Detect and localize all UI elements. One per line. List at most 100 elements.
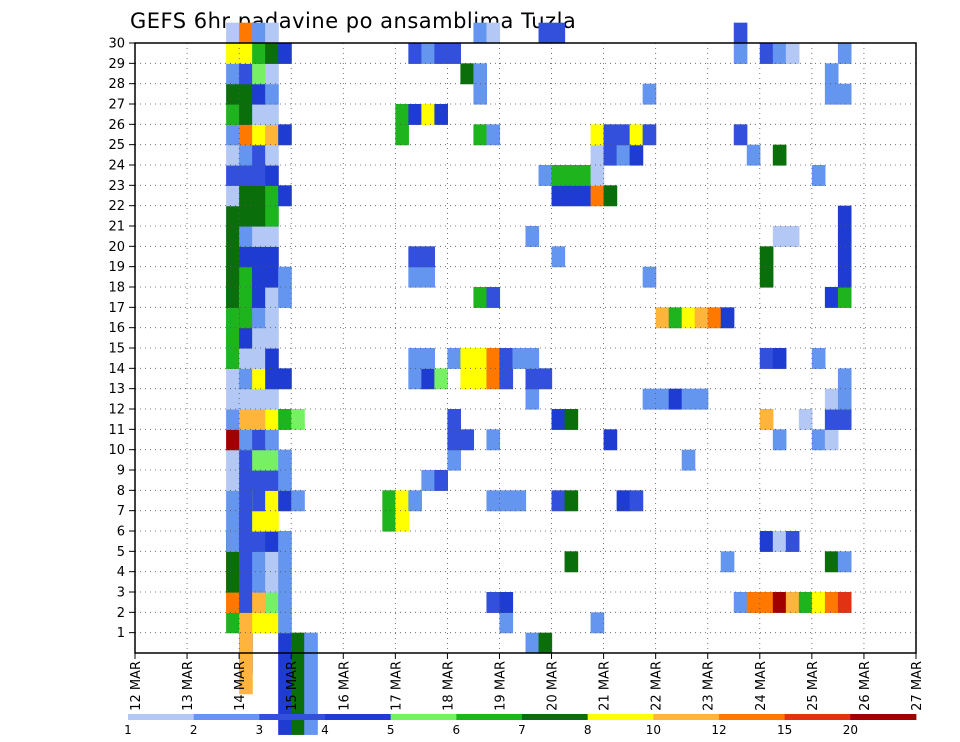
x-axis-ticks: 12 MAR 13 MAR 14 MAR 15 MAR 16 MAR 17 MAR 18 M…	[129, 653, 925, 711]
heatmap-cell	[486, 592, 501, 613]
heatmap-cell	[252, 409, 266, 430]
heatmap-cell	[252, 429, 266, 451]
heatmap-cell	[733, 592, 748, 613]
heatmap-cell	[447, 449, 462, 471]
heatmap-cell	[239, 429, 253, 451]
y-tick-label: 19	[108, 260, 125, 275]
heatmap-cell	[252, 124, 266, 146]
heatmap-cell	[421, 104, 435, 125]
colorbar-label: 2	[190, 723, 198, 737]
heatmap-cell	[824, 388, 839, 410]
heatmap-cell	[239, 124, 253, 146]
heatmap-cell	[525, 348, 540, 369]
heatmap-cell	[252, 327, 266, 349]
y-tick-label: 20	[108, 240, 125, 255]
heatmap-cell	[278, 632, 292, 735]
y-tick-label: 30	[108, 37, 125, 52]
heatmap-cell	[239, 83, 253, 105]
heatmap-cell	[837, 592, 852, 613]
colorbar-label: 7	[518, 723, 526, 737]
heatmap-cell	[252, 63, 266, 85]
x-tick-label: 18 MAR	[441, 661, 456, 711]
heatmap-cell	[252, 43, 266, 64]
heatmap-cell	[720, 307, 735, 329]
heatmap-cell	[785, 531, 800, 552]
colorbar-swatch	[193, 714, 260, 720]
heatmap-cell	[473, 83, 488, 105]
y-tick-label: 5	[117, 545, 125, 560]
x-tick-label: 22 MAR	[650, 661, 665, 711]
heatmap-cell	[265, 449, 279, 471]
heatmap-cell	[265, 266, 279, 288]
heatmap-cell	[226, 63, 240, 85]
colorbar-label: 12	[711, 723, 726, 737]
heatmap-cell	[278, 185, 292, 207]
heatmap-cell	[486, 124, 501, 146]
colorbar-swatch	[259, 714, 326, 720]
heatmap-cell	[525, 226, 540, 247]
heatmap-cell	[486, 22, 501, 44]
y-tick-label: 28	[108, 77, 125, 92]
heatmap-cell	[278, 470, 292, 491]
heatmap-cell	[551, 490, 566, 512]
heatmap-cell	[291, 490, 305, 512]
heatmap-cell	[265, 226, 279, 247]
y-tick-label: 8	[117, 484, 125, 499]
heatmap-cell	[642, 124, 657, 146]
heatmap-cell	[447, 409, 462, 430]
colorbar-swatch	[128, 714, 195, 720]
heatmap-cell	[226, 449, 240, 471]
x-tick-label: 24 MAR	[754, 661, 769, 711]
y-tick-label: 7	[117, 504, 125, 519]
heatmap-cell	[226, 205, 240, 308]
heatmap-cell	[538, 368, 553, 390]
heatmap-cell	[226, 165, 240, 186]
heatmap-cell	[226, 429, 240, 451]
heatmap-cell	[499, 612, 514, 634]
heatmap-cell	[772, 348, 787, 369]
heatmap-cell	[278, 43, 292, 64]
x-tick-label: 27 MAR	[910, 661, 925, 711]
heatmap-cell	[304, 632, 318, 735]
heatmap-cell	[824, 409, 839, 430]
colorbar-legend: 1 2 3 4 5 6 7 8 10 12 15 20	[124, 714, 917, 737]
heatmap-cell	[265, 592, 279, 613]
heatmap-cell	[486, 429, 501, 451]
heatmap-cell	[837, 409, 852, 430]
heatmap-cell	[226, 388, 240, 410]
y-tick-label: 16	[108, 321, 125, 336]
colorbar-swatch	[456, 714, 523, 720]
x-tick-label: 25 MAR	[806, 661, 821, 711]
heatmap-cell	[447, 348, 462, 369]
heatmap-cell	[733, 124, 748, 146]
heatmap-cell	[265, 327, 279, 349]
heatmap-cell	[252, 449, 266, 471]
y-tick-label: 3	[117, 586, 125, 601]
heatmap-cell	[408, 490, 422, 512]
heatmap-cell	[265, 43, 279, 64]
heatmap-cell	[590, 124, 605, 146]
heatmap-cell	[265, 571, 279, 593]
heatmap-cell	[239, 246, 253, 268]
heatmap-cell	[460, 429, 475, 451]
heatmap-cell	[616, 490, 631, 512]
heatmap-cell	[603, 144, 618, 166]
colorbar-label: 6	[453, 723, 461, 737]
heatmap-cell	[278, 368, 292, 390]
x-tick-label: 13 MAR	[181, 661, 196, 711]
heatmap-cell	[772, 144, 787, 166]
heatmap-cell	[447, 429, 462, 451]
heatmap-cell	[252, 612, 266, 634]
heatmap-cell	[434, 368, 448, 390]
y-tick-label: 21	[108, 220, 125, 235]
heatmap-cell	[291, 409, 305, 430]
heatmap-cell	[798, 592, 813, 613]
heatmap-cell	[824, 63, 839, 85]
y-tick-label: 14	[108, 362, 125, 377]
heatmap-cell	[239, 327, 253, 349]
x-tick-label: 26 MAR	[858, 661, 873, 711]
heatmap-cell	[265, 63, 279, 85]
heatmap-cell	[278, 124, 292, 146]
heatmap-cell	[551, 246, 566, 268]
y-tick-label: 2	[117, 606, 125, 621]
